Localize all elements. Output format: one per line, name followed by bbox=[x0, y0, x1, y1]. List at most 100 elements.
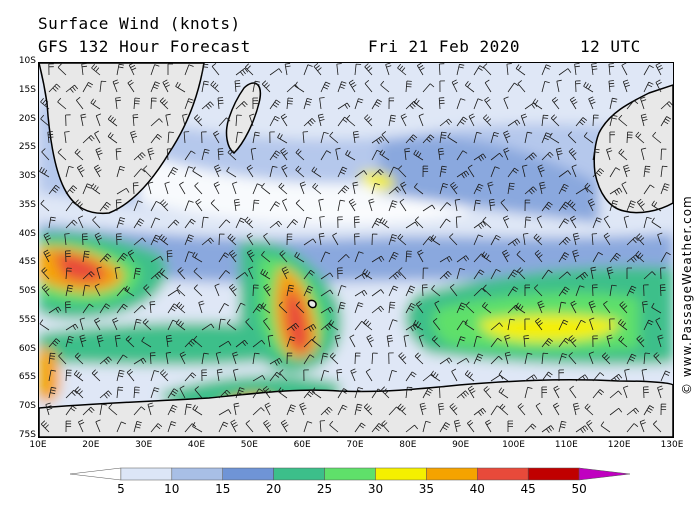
wind-barb bbox=[150, 217, 161, 229]
wind-barb bbox=[99, 303, 111, 314]
wind-barb bbox=[490, 268, 501, 280]
wind-barb bbox=[43, 232, 52, 246]
wind-barb bbox=[354, 233, 360, 246]
wind-barb bbox=[133, 305, 146, 314]
wind-barb bbox=[65, 336, 74, 348]
wind-barb bbox=[583, 81, 594, 93]
wind-barb bbox=[431, 284, 441, 297]
wind-barb bbox=[65, 185, 78, 195]
wind-barb bbox=[295, 199, 305, 212]
wind-barb bbox=[534, 317, 543, 331]
wind-barb bbox=[252, 388, 264, 399]
wind-barb bbox=[252, 199, 260, 212]
wind-barb bbox=[439, 218, 451, 229]
wind-barb bbox=[522, 164, 528, 178]
wind-barb bbox=[388, 406, 401, 416]
wind-barb bbox=[621, 181, 628, 195]
wind-barb bbox=[150, 370, 160, 382]
wind-barb bbox=[600, 421, 611, 433]
wind-barb bbox=[233, 402, 240, 416]
wind-barb bbox=[541, 352, 549, 365]
wind-barb bbox=[573, 402, 580, 416]
wind-barb bbox=[45, 402, 53, 416]
wind-barb bbox=[133, 237, 146, 246]
wind-barb bbox=[568, 352, 577, 365]
scale-swatch bbox=[324, 467, 376, 481]
wind-barb bbox=[558, 170, 572, 178]
wind-barb bbox=[371, 169, 384, 178]
lon-label-90e: 90E bbox=[452, 440, 470, 450]
wind-barb bbox=[354, 251, 364, 263]
wind-barb bbox=[606, 147, 613, 161]
wind-barb bbox=[228, 283, 237, 297]
wind-barb bbox=[345, 149, 356, 161]
wind-barb bbox=[363, 318, 373, 331]
scale-swatch bbox=[477, 467, 529, 481]
wind-barb bbox=[354, 98, 364, 110]
wind-barb bbox=[294, 81, 305, 93]
wind-barb bbox=[299, 402, 307, 416]
wind-barb bbox=[371, 289, 385, 297]
wind-barb bbox=[365, 368, 373, 382]
wind-barb bbox=[124, 285, 135, 297]
wind-barb bbox=[549, 132, 560, 144]
wind-barb bbox=[397, 403, 407, 416]
wind-barb bbox=[503, 96, 509, 110]
wind-barb bbox=[524, 131, 533, 144]
wind-barb bbox=[379, 217, 390, 229]
wind-barb bbox=[523, 233, 529, 246]
kerguelen-island bbox=[307, 299, 317, 309]
wind-barb bbox=[332, 232, 339, 246]
wind-barb bbox=[348, 198, 357, 212]
wind-barb bbox=[65, 267, 72, 280]
wind-barb bbox=[609, 167, 621, 178]
wind-barb bbox=[116, 187, 130, 195]
wind-barb bbox=[569, 215, 577, 229]
lat-label-35s: 35S bbox=[18, 199, 36, 210]
wind-barb bbox=[592, 252, 603, 263]
wind-barb bbox=[454, 198, 461, 212]
wind-barb bbox=[294, 251, 305, 263]
wind-barb bbox=[397, 233, 407, 246]
wind-barb bbox=[434, 300, 441, 314]
wind-barb bbox=[210, 80, 220, 93]
wind-barb bbox=[541, 425, 555, 434]
wind-barb bbox=[490, 152, 504, 161]
wind-barb bbox=[143, 284, 152, 297]
wind-barb bbox=[337, 301, 346, 314]
wind-barb bbox=[439, 131, 447, 144]
wind-barb bbox=[456, 116, 468, 127]
wind-barb bbox=[515, 302, 526, 314]
lat-label-40s: 40S bbox=[18, 228, 36, 239]
wind-barb bbox=[572, 249, 580, 263]
wind-barb bbox=[541, 201, 553, 212]
wind-barb bbox=[657, 385, 664, 399]
wind-barb bbox=[263, 317, 271, 331]
wind-barb bbox=[74, 199, 84, 212]
wind-barb bbox=[558, 301, 567, 314]
wind-barb bbox=[622, 79, 631, 93]
wind-barb bbox=[267, 334, 274, 348]
wind-barb bbox=[484, 96, 492, 110]
wind-barb bbox=[261, 80, 271, 93]
wind-barb bbox=[348, 79, 357, 93]
wind-barb bbox=[295, 301, 305, 314]
wind-barb bbox=[541, 386, 548, 399]
wind-barb bbox=[592, 284, 598, 297]
wind-barb bbox=[422, 83, 435, 93]
wind-barb bbox=[277, 387, 288, 399]
wind-barb bbox=[133, 267, 141, 280]
wind-barb bbox=[439, 386, 445, 399]
wind-barb bbox=[218, 389, 231, 399]
wind-barb bbox=[456, 302, 467, 314]
wind-barb bbox=[405, 80, 412, 93]
wind-barb bbox=[74, 148, 84, 161]
wind-barb bbox=[507, 269, 519, 280]
wind-barb bbox=[418, 334, 425, 348]
wind-barb bbox=[515, 64, 526, 76]
wind-barb bbox=[81, 63, 88, 76]
wind-barb bbox=[167, 404, 178, 416]
wind-barb bbox=[500, 199, 509, 212]
wind-barb bbox=[57, 97, 67, 110]
wind-barb bbox=[626, 254, 640, 263]
